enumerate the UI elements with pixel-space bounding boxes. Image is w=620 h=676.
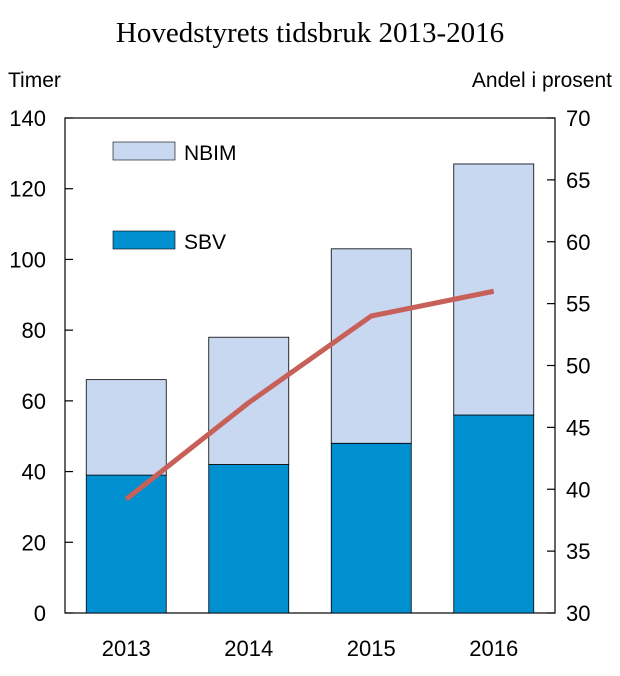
legend-label-sbv: SBV (184, 231, 226, 254)
y-axis-label-right: Andel i prosent (472, 69, 612, 92)
x-tick-label-2015: 2015 (347, 636, 396, 661)
bar-sbv-2014 (208, 464, 290, 614)
y-tick-label-left-20: 20 (22, 530, 46, 555)
bar-nbim-2016 (453, 163, 535, 416)
bar-nbim-2013 (85, 379, 167, 476)
bar-sbv-2015 (330, 442, 412, 614)
y-tick-label-left-120: 120 (9, 177, 46, 202)
legend-swatch-sbv (112, 230, 176, 250)
legend-swatch-nbim (112, 141, 176, 161)
bar-sbv-2016 (453, 414, 535, 614)
y-tick-label-right-35: 35 (566, 539, 590, 564)
y-tick-label-left-0: 0 (34, 601, 46, 626)
line-group (124, 288, 495, 502)
line-series (124, 288, 495, 502)
legend: NBIM SBV (112, 141, 237, 254)
x-tick-label-2013: 2013 (102, 636, 151, 661)
x-tick-label-2014: 2014 (224, 636, 273, 661)
y-tick-label-right-65: 65 (566, 168, 590, 193)
x-axis: 2013 2014 2015 2016 (102, 636, 518, 661)
y-tick-label-right-50: 50 (566, 354, 590, 379)
bar-nbim-2015 (330, 248, 412, 444)
y-tick-label-left-40: 40 (22, 460, 46, 485)
y-tick-label-right-60: 60 (566, 230, 590, 255)
bar-sbv-2013 (85, 474, 167, 614)
x-tick-label-2016: 2016 (469, 636, 518, 661)
legend-label-nbim: NBIM (184, 142, 237, 165)
y-tick-label-left-140: 140 (9, 106, 46, 131)
y-tick-label-right-40: 40 (566, 477, 590, 502)
left-axis: 0 20 40 60 80 100 120 140 (9, 106, 73, 626)
y-tick-label-right-30: 30 (566, 601, 590, 626)
y-tick-label-left-100: 100 (9, 247, 46, 272)
y-tick-label-left-60: 60 (22, 389, 46, 414)
y-tick-label-right-55: 55 (566, 292, 590, 317)
y-tick-label-right-70: 70 (566, 106, 590, 131)
y-tick-label-left-80: 80 (22, 318, 46, 343)
right-axis: 30 35 40 45 50 55 60 65 70 (547, 106, 590, 626)
chart-title: Hovedstyrets tidsbruk 2013-2016 (116, 17, 504, 49)
y-axis-label-left: Timer (8, 69, 61, 92)
bars-group (85, 163, 535, 614)
y-tick-label-right-45: 45 (566, 415, 590, 440)
